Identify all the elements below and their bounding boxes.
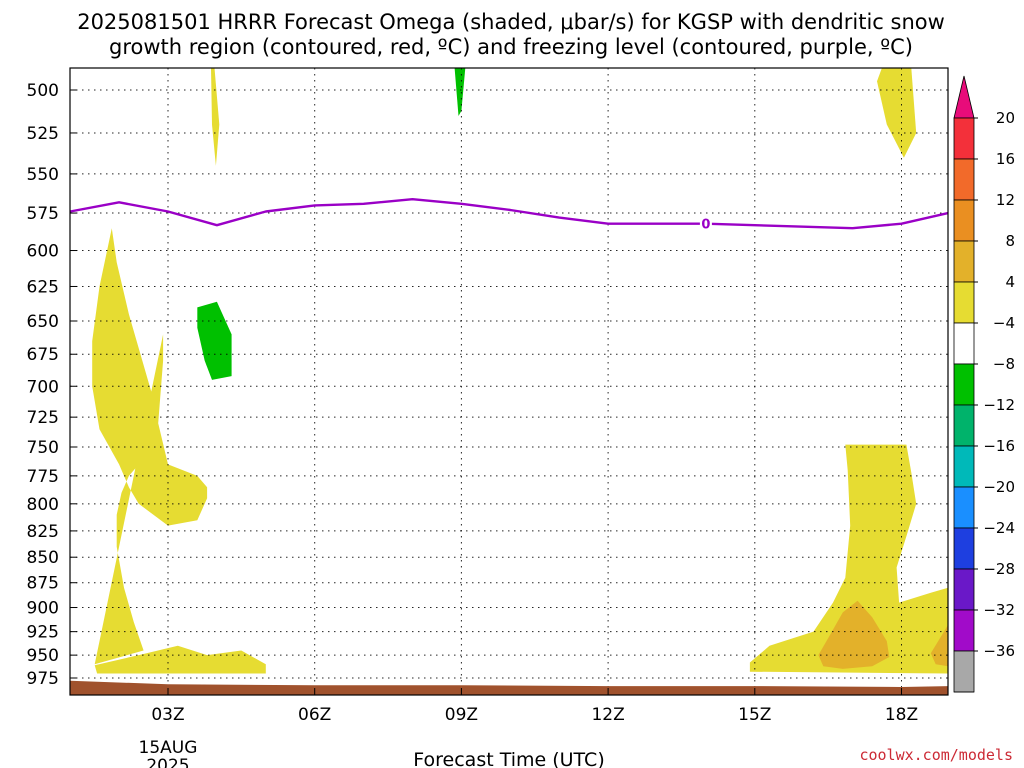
omega-region-3 (877, 68, 917, 158)
contour-layer: 0 (69, 197, 949, 695)
colorbar-label-6: −8 (993, 355, 1015, 373)
freezing-level-line (69, 197, 949, 230)
y-tick-label-850: 850 (27, 548, 59, 568)
y-tick-label-950: 950 (27, 646, 59, 666)
x-tick-label-03Z: 03Z (151, 705, 184, 725)
x-tick-label-12Z: 12Z (591, 705, 624, 725)
y-tick-label-825: 825 (27, 522, 59, 542)
plot-frame (69, 67, 949, 696)
y-tick-label-575: 575 (27, 204, 59, 224)
omega-region-1 (92, 228, 208, 665)
colorbar-label-10: −24 (983, 519, 1015, 537)
y-tick-label-625: 625 (27, 277, 59, 297)
colorbar-band-10 (953, 486, 975, 529)
colorbar: 20 16 12 8 4 −4 −8 −12 −16 −20 −24 −28 −32 −36 (953, 75, 1015, 693)
freezing-level-label: 0 (701, 218, 710, 233)
colorbar-band-7 (953, 363, 975, 406)
colorbar-band-2 (953, 158, 975, 201)
colorbar-band-6 (953, 322, 975, 365)
credit-text: coolwx.com/models (859, 746, 1013, 764)
omega-region-7 (818, 600, 890, 669)
colorbar-band-11 (953, 527, 975, 570)
x-tick-label-15Z: 15Z (738, 705, 771, 725)
colorbar-label-4: 4 (1005, 273, 1015, 291)
y-tick-label-600: 600 (27, 242, 59, 262)
colorbar-label-3: 8 (1005, 232, 1015, 250)
date-label-line2: 2025 (146, 756, 189, 768)
colorbar-label-8: −16 (983, 437, 1015, 455)
omega-region-6 (749, 444, 948, 674)
y-tick-label-800: 800 (27, 495, 59, 515)
y-tick-label-775: 775 (27, 467, 59, 487)
x-axis: 03Z 06Z 09Z 12Z 15Z 18Z (151, 688, 918, 725)
y-tick-label-525: 525 (27, 124, 59, 144)
colorbar-label-0: 20 (996, 109, 1015, 127)
y-tick-label-700: 700 (27, 377, 59, 397)
y-tick-label-500: 500 (27, 81, 59, 101)
y-axis: 500 525 550 575 600 625 650 675 700 725 750 775 800 8… (27, 81, 77, 689)
grid-layer (70, 68, 948, 695)
colorbar-band-12 (953, 568, 975, 611)
y-tick-label-650: 650 (27, 312, 59, 332)
colorbar-band-8 (953, 404, 975, 447)
omega-region-2 (211, 68, 220, 166)
omega-region-8 (930, 625, 948, 667)
y-tick-label-925: 925 (27, 623, 59, 643)
chart-title-line2: growth region (contoured, red, ºC) and f… (109, 35, 913, 59)
ground-fill (70, 680, 948, 695)
colorbar-band-4 (953, 240, 975, 283)
omega-region-4 (197, 301, 232, 380)
y-tick-label-900: 900 (27, 599, 59, 619)
y-tick-label-975: 975 (27, 669, 59, 689)
y-tick-label-675: 675 (27, 345, 59, 365)
date-label-line1: 15AUG (139, 738, 198, 758)
omega-region-5 (454, 68, 466, 116)
colorbar-label-2: 12 (996, 191, 1015, 209)
y-tick-label-750: 750 (27, 438, 59, 458)
y-tick-label-725: 725 (27, 408, 59, 428)
chart-title-line1: 2025081501 HRRR Forecast Omega (shaded, … (77, 10, 945, 34)
colorbar-band-13 (953, 609, 975, 652)
colorbar-label-13: −36 (983, 642, 1015, 660)
y-tick-label-550: 550 (27, 165, 59, 185)
colorbar-label-9: −20 (983, 478, 1015, 496)
x-tick-label-09Z: 09Z (445, 705, 478, 725)
colorbar-top-triangle (953, 75, 975, 119)
colorbar-label-7: −12 (983, 396, 1015, 414)
omega-region-0 (94, 645, 266, 674)
x-tick-label-18Z: 18Z (885, 705, 918, 725)
x-axis-label: Forecast Time (UTC) (413, 749, 604, 768)
colorbar-label-12: −32 (983, 601, 1015, 619)
colorbar-band-3 (953, 199, 975, 242)
colorbar-label-1: 16 (996, 150, 1015, 168)
colorbar-band-5 (953, 281, 975, 324)
colorbar-band-14 (953, 650, 975, 693)
colorbar-band-9 (953, 445, 975, 488)
colorbar-label-11: −28 (983, 560, 1015, 578)
omega-fill-layer (92, 68, 948, 674)
freezing-level-label-bg (699, 215, 712, 232)
x-tick-label-06Z: 06Z (298, 705, 331, 725)
y-tick-label-875: 875 (27, 574, 59, 594)
colorbar-band-1 (953, 117, 975, 160)
colorbar-label-5: −4 (993, 314, 1015, 332)
